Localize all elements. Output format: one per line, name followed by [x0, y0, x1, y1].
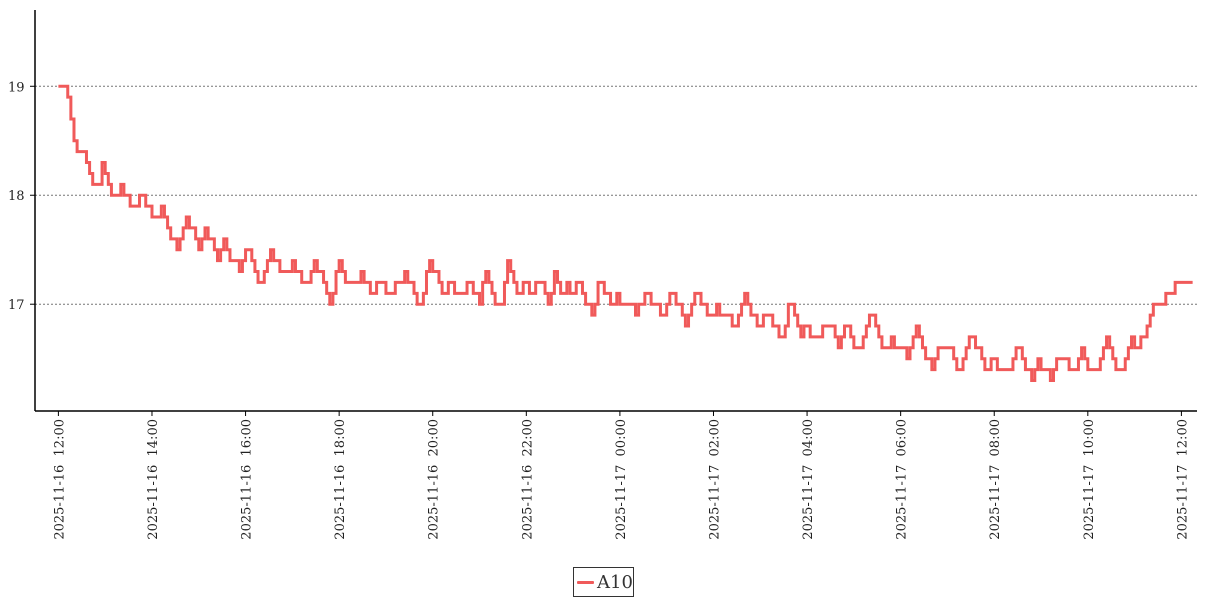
legend-label: A10: [597, 571, 633, 593]
y-tick-label: 19: [8, 80, 25, 95]
series-lines: [58, 84, 1193, 382]
x-tick-label: 2025-11-17 10:00: [1082, 419, 1097, 540]
x-tick-label: 2025-11-17 02:00: [707, 419, 722, 540]
y-tick-label: 17: [8, 298, 25, 313]
x-tick-label: 2025-11-17 00:00: [614, 419, 629, 540]
series-line-A10: [58, 84, 1193, 382]
y-tick-label: 18: [8, 189, 25, 204]
x-tick-label: 2025-11-16 12:00: [52, 419, 67, 540]
y-axis-ticks: 17 18 19: [8, 80, 35, 313]
legend-swatch: [577, 580, 594, 584]
x-tick-label: 2025-11-16 16:00: [240, 419, 255, 540]
x-tick-label: 2025-11-17 06:00: [895, 419, 910, 540]
legend: A10: [573, 567, 634, 597]
x-tick-label: 2025-11-16 22:00: [520, 419, 535, 540]
gridlines: [35, 85, 1197, 305]
x-tick-label: 2025-11-16 20:00: [427, 419, 442, 540]
x-tick-label: 2025-11-16 14:00: [146, 419, 161, 540]
x-tick-label: 2025-11-16 18:00: [333, 419, 348, 540]
x-tick-label: 2025-11-17 12:00: [1175, 419, 1190, 540]
x-tick-label: 2025-11-17 04:00: [801, 419, 816, 540]
x-tick-label: 2025-11-17 08:00: [988, 419, 1003, 540]
x-axis-ticks: 2025-11-16 12:00 2025-11-16 14:00 2025-11-…: [52, 411, 1190, 540]
